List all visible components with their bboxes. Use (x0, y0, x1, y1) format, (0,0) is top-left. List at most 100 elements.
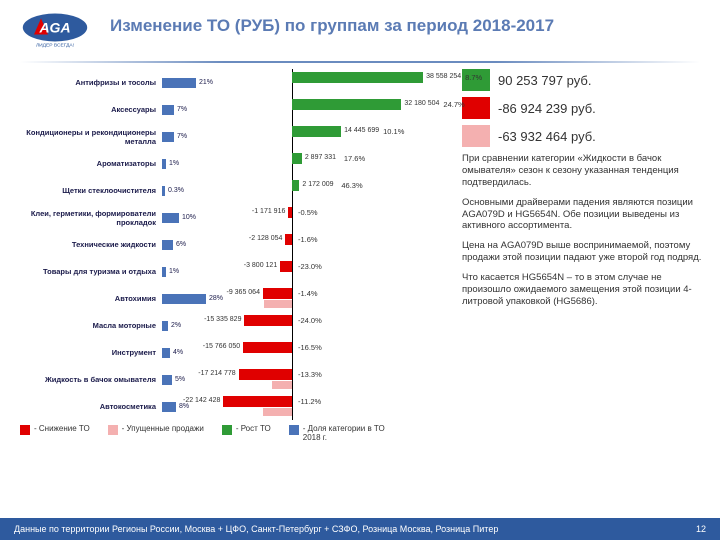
category-label: Антифризы и тосолы (12, 78, 162, 87)
chart-row: Жидкость в бачок омывателя 5% -17 214 778 -… (12, 366, 452, 393)
share-bar (162, 375, 172, 385)
chart-row: Автокосметика 8%-22 142 428 -11.2% (12, 393, 452, 420)
share-value: 1% (169, 268, 179, 275)
value-label: -15 335 829 (204, 316, 241, 323)
chart-row: Инструмент 4% -15 766 050 -16.5% (12, 339, 452, 366)
category-label: Клеи, герметики, формирователи прокладок (12, 209, 162, 227)
share-value: 5% (175, 376, 185, 383)
share-bar (162, 267, 166, 277)
chart-row: Щетки стеклоочистителя0.3%2 172 00946.3% (12, 177, 452, 204)
category-label: Инструмент (12, 348, 162, 357)
chart-row: Клеи, герметики, формирователи прокладок… (12, 204, 452, 231)
commentary-paragraph: Что касается HG5654N – то в этом случае … (462, 272, 708, 308)
value-label: -22 142 428 (183, 397, 220, 404)
value-label: 38 558 254 (426, 73, 461, 80)
value-label: 32 180 504 (404, 100, 439, 107)
share-bar (162, 159, 166, 169)
pct-label: 10.1% (383, 127, 404, 136)
category-label: Масла моторные (12, 321, 162, 330)
pct-label: -13.3% (298, 370, 322, 379)
pct-label: 17.6% (344, 154, 365, 163)
pct-label: -11.2% (298, 397, 321, 406)
missed-bar (264, 300, 292, 308)
growth-bar (292, 126, 341, 137)
legend-swatch (289, 425, 299, 435)
value-label: 2 897 331 (305, 154, 336, 161)
decline-bar (223, 396, 292, 407)
growth-bar (292, 99, 401, 110)
growth-bar (292, 153, 302, 164)
kpi: 90 253 797 руб. (462, 69, 708, 91)
commentary-paragraph: Цена на AGA079D выше воспринимаемой, поэ… (462, 240, 708, 264)
legend-swatch (20, 425, 30, 435)
page-number: 12 (696, 524, 706, 534)
share-value: 28% (209, 295, 223, 302)
pct-label: -23.0% (298, 262, 322, 271)
kpi: -63 932 464 руб. (462, 125, 708, 147)
kpi: -86 924 239 руб. (462, 97, 708, 119)
decline-bar (288, 207, 292, 218)
legend-item: - Доля категории в ТО 2018 г. (289, 424, 389, 442)
kpi-value: 90 253 797 руб. (498, 73, 591, 88)
value-label: -2 128 054 (249, 235, 282, 242)
share-bar (162, 348, 170, 358)
legend-swatch (108, 425, 118, 435)
decline-bar (239, 369, 292, 380)
share-bar (162, 213, 179, 223)
share-bar (162, 132, 174, 142)
share-bar (162, 321, 168, 331)
decline-bar (280, 261, 292, 272)
share-value: 1% (169, 160, 179, 167)
pct-label: 8.7% (465, 73, 482, 82)
share-value: 7% (177, 106, 187, 113)
growth-bar (292, 180, 299, 191)
pct-label: -1.6% (298, 235, 318, 244)
kpi-swatch (462, 97, 490, 119)
legend: - Снижение ТО - Упущенные продажи - Рост Т… (0, 420, 720, 442)
page-title: Изменение ТО (РУБ) по группам за период … (110, 10, 700, 36)
legend-label: - Упущенные продажи (122, 424, 204, 433)
decline-bar (285, 234, 292, 245)
logo: AGA ЛИДЕР ВСЕГДА! (20, 10, 90, 57)
share-bar (162, 78, 196, 88)
pct-label: -1.4% (298, 289, 318, 298)
divider (20, 61, 700, 63)
share-bar (162, 105, 174, 115)
share-value: 4% (173, 349, 183, 356)
share-bar (162, 402, 176, 412)
share-value: 21% (199, 79, 213, 86)
side-panel: 90 253 797 руб. -86 924 239 руб. -63 932 4… (452, 69, 708, 420)
legend-item: - Снижение ТО (20, 424, 90, 435)
share-value: 0.3% (168, 187, 184, 194)
category-label: Товары для туризма и отдыха (12, 267, 162, 276)
category-label: Автокосметика (12, 402, 162, 411)
category-label: Аксессуары (12, 105, 162, 114)
share-value: 2% (171, 322, 181, 329)
chart-row: Антифризы и тосолы21%38 558 2548.7% (12, 69, 452, 96)
svg-text:AGA: AGA (38, 19, 70, 35)
pct-label: -24.0% (298, 316, 322, 325)
share-bar (162, 186, 165, 196)
legend-item: - Рост ТО (222, 424, 271, 435)
value-label: -15 766 050 (203, 343, 240, 350)
legend-item: - Упущенные продажи (108, 424, 204, 435)
pct-label: -16.5% (298, 343, 322, 352)
legend-label: - Рост ТО (236, 424, 271, 433)
logo-tagline: ЛИДЕР ВСЕГДА! (36, 42, 74, 48)
category-label: Кондиционеры и рекондиционеры металла (12, 128, 162, 146)
category-label: Жидкость в бачок омывателя (12, 375, 162, 384)
header: AGA ЛИДЕР ВСЕГДА! Изменение ТО (РУБ) по … (0, 0, 720, 61)
share-value: 8% (179, 403, 189, 410)
chart-row: Ароматизаторы1%2 897 33117.6% (12, 150, 452, 177)
chart-row: Кондиционеры и рекондиционеры металла7%1… (12, 123, 452, 150)
chart-row: Технические жидкости6%-2 128 054-1.6% (12, 231, 452, 258)
kpi-value: -63 932 464 руб. (498, 129, 596, 144)
value-label: -1 171 916 (252, 208, 285, 215)
value-label: -17 214 778 (198, 370, 235, 377)
commentary-paragraph: Основными драйверами падения являются по… (462, 197, 708, 233)
value-label: 2 172 009 (302, 181, 333, 188)
value-label: -3 800 121 (244, 262, 277, 269)
share-bar (162, 240, 173, 250)
footer: Данные по территории Регионы России, Мос… (0, 518, 720, 540)
legend-label: - Снижение ТО (34, 424, 90, 433)
